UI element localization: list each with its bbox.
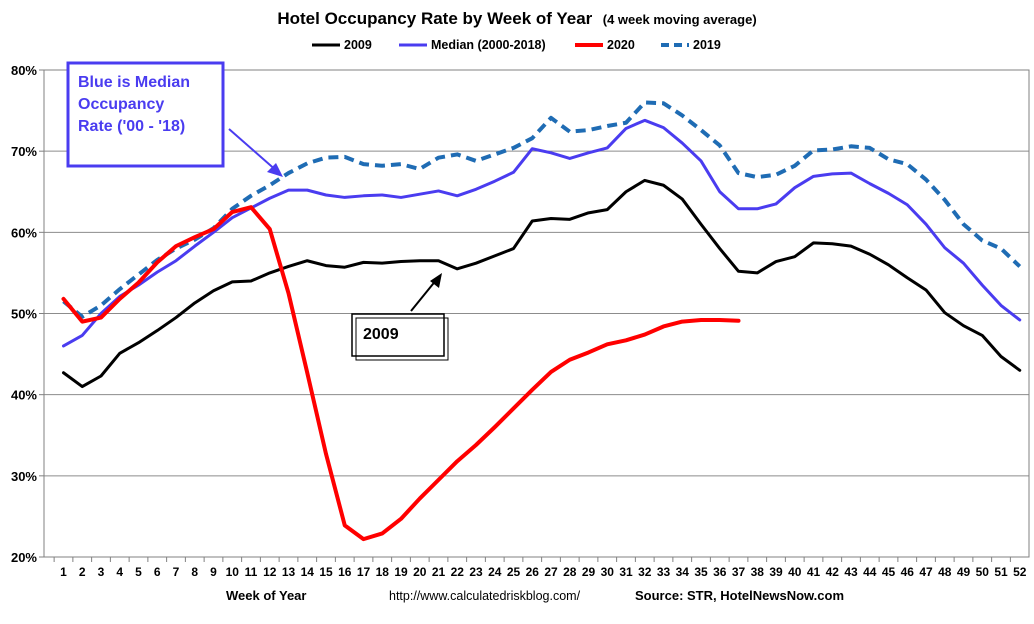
x-axis-label: Week of Year <box>226 588 306 603</box>
x-tick-label: 1 <box>60 565 67 579</box>
x-tick-label: 51 <box>994 565 1008 579</box>
x-tick-label: 37 <box>732 565 746 579</box>
y-tick-label: 20% <box>11 550 37 565</box>
series-line-2009 <box>62 178 1022 389</box>
x-tick-label: 49 <box>957 565 971 579</box>
source-credit: Source: STR, HotelNewsNow.com <box>635 588 844 603</box>
x-tick-label: 52 <box>1013 565 1027 579</box>
x-tick-label: 11 <box>245 565 258 579</box>
x-tick-label: 4 <box>116 565 123 579</box>
x-tick-label: 24 <box>488 565 502 579</box>
x-axis: 1 2 3 4 5 6 7 8 9 10 11 12 13 14 15 16 17 18 19 20 21 22 23 24 2… <box>53 557 1027 579</box>
x-tick-label: 43 <box>844 565 858 579</box>
y-tick-label: 40% <box>11 388 37 403</box>
x-tick-label: 10 <box>226 565 240 579</box>
x-tick-label: 50 <box>976 565 990 579</box>
chart-title: Hotel Occupancy Rate by Week of Year (4 … <box>277 9 756 28</box>
y-tick-label: 50% <box>11 307 37 322</box>
median-note-arrow <box>228 128 283 177</box>
y-tick-label: 70% <box>11 144 37 159</box>
x-tick-label: 23 <box>469 565 483 579</box>
y-tick-label: 30% <box>11 469 37 484</box>
x-tick-label: 33 <box>657 565 671 579</box>
x-tick-label: 44 <box>863 565 877 579</box>
chart-title-main: Hotel Occupancy Rate by Week of Year <box>277 9 592 28</box>
x-tick-label: 36 <box>713 565 727 579</box>
median-note-line-3: Rate ('00 - '18) <box>78 118 185 135</box>
x-tick-label: 22 <box>451 565 465 579</box>
note-2009-arrow <box>410 273 442 312</box>
x-tick-label: 26 <box>526 565 540 579</box>
x-tick-label: 6 <box>154 565 161 579</box>
x-tick-label: 12 <box>263 565 277 579</box>
x-tick-label: 18 <box>376 565 390 579</box>
x-tick-label: 2 <box>79 565 86 579</box>
x-tick-label: 46 <box>901 565 915 579</box>
legend: 2009 Median (2000-2018) 2020 2019 <box>312 38 721 52</box>
x-tick-label: 13 <box>282 565 296 579</box>
y-tick-label: 80% <box>11 63 37 78</box>
x-tick-label: 16 <box>338 565 352 579</box>
legend-label: 2019 <box>693 38 721 52</box>
x-tick-label: 45 <box>882 565 896 579</box>
x-tick-label: 20 <box>413 565 427 579</box>
series-line-2020 <box>61 205 741 542</box>
x-tick-label: 40 <box>788 565 802 579</box>
x-tick-label: 5 <box>135 565 142 579</box>
legend-label: 2020 <box>607 38 635 52</box>
x-tick-label: 19 <box>394 565 408 579</box>
y-axis: 20% 30% 40% 50% 60% 70% 80% <box>11 63 44 565</box>
median-note-line-2: Occupancy <box>78 96 164 113</box>
source-url: http://www.calculatedriskblog.com/ <box>389 589 581 603</box>
x-tick-label: 31 <box>619 565 633 579</box>
x-tick-label: 47 <box>919 565 933 579</box>
x-tick-label: 32 <box>638 565 652 579</box>
x-tick-label: 34 <box>676 565 690 579</box>
note-2009-text: 2009 <box>363 326 399 343</box>
x-tick-label: 30 <box>601 565 615 579</box>
gridlines <box>44 150 1029 477</box>
x-tick-label: 8 <box>191 565 198 579</box>
x-tick-label: 14 <box>301 565 315 579</box>
x-tick-label: 38 <box>751 565 765 579</box>
x-tick-label: 27 <box>544 565 558 579</box>
series-lines <box>61 100 1022 542</box>
series-line-median-2000-2018 <box>62 118 1022 348</box>
legend-label: Median (2000-2018) <box>431 38 546 52</box>
x-tick-label: 9 <box>210 565 217 579</box>
x-tick-label: 42 <box>826 565 840 579</box>
legend-label: 2009 <box>344 38 372 52</box>
x-tick-label: 29 <box>582 565 596 579</box>
x-tick-label: 39 <box>769 565 783 579</box>
x-tick-label: 3 <box>98 565 105 579</box>
x-tick-label: 15 <box>319 565 333 579</box>
x-tick-label: 41 <box>807 565 821 579</box>
y-tick-label: 60% <box>11 225 37 240</box>
x-tick-label: 48 <box>938 565 952 579</box>
x-tick-label: 25 <box>507 565 521 579</box>
median-note-line-1: Blue is Median <box>78 74 190 91</box>
x-tick-label: 21 <box>432 565 446 579</box>
x-tick-label: 28 <box>563 565 577 579</box>
x-tick-label: 35 <box>694 565 708 579</box>
x-tick-label: 7 <box>173 565 180 579</box>
x-tick-label: 17 <box>357 565 371 579</box>
median-note: Blue is Median Occupancy Rate ('00 - '18… <box>66 61 225 168</box>
note-2009: 2009 <box>351 313 449 361</box>
chart-title-sub: (4 week moving average) <box>603 12 757 27</box>
